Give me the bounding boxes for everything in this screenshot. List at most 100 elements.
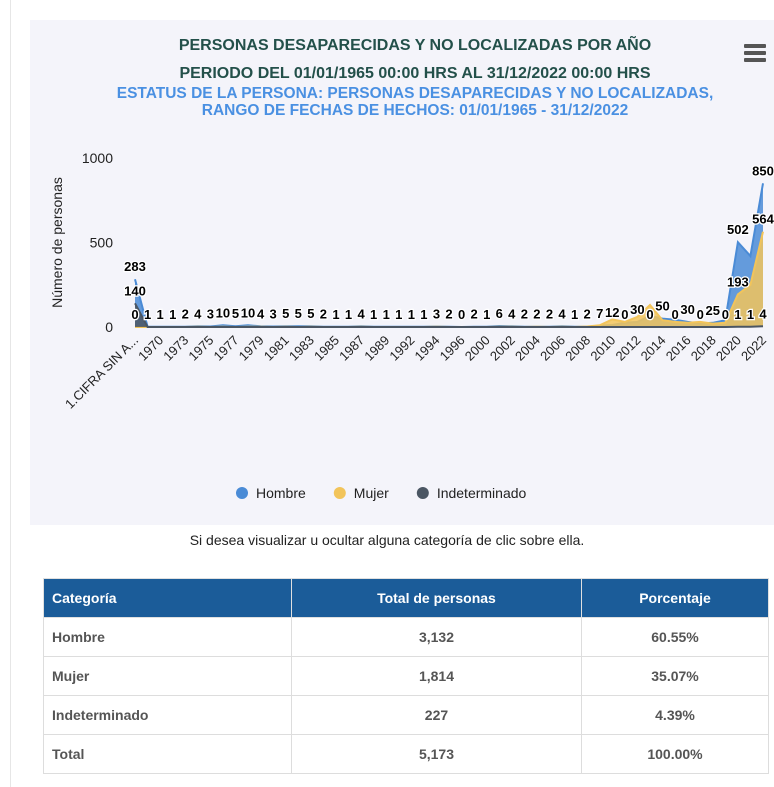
x-tick-label: 2008 (562, 333, 593, 364)
summary-table: Categoría Total de personas Porcentaje Homb… (43, 578, 770, 774)
legend-swatch (236, 487, 248, 499)
data-label: 5 (295, 306, 302, 321)
legend-item[interactable]: Indeterminado (416, 485, 527, 501)
x-tick-label: 1989 (361, 333, 392, 364)
data-label: 4 (357, 306, 365, 321)
data-label: 2 (533, 307, 540, 322)
data-label: 502 (727, 222, 749, 237)
data-label: 5 (307, 306, 314, 321)
data-label: 140 (124, 283, 146, 298)
data-label: 4 (194, 306, 202, 321)
table-cell: 1,814 (290, 656, 582, 696)
data-label: 1 (332, 307, 339, 322)
data-label: 1 (383, 307, 390, 322)
data-label: 50 (655, 299, 669, 314)
x-tick-label: 1996 (437, 333, 468, 364)
data-label: 3 (207, 306, 214, 321)
x-tick-label: 1970 (135, 333, 166, 364)
chart-title: PERSONAS DESAPARECIDAS Y NO LOCALIZADAS … (178, 37, 652, 54)
data-label: 25 (706, 303, 720, 318)
table-cell: 4.39% (580, 695, 770, 735)
data-label: 193 (727, 274, 749, 289)
legend-swatch (333, 487, 346, 499)
data-label: 2 (320, 307, 327, 322)
data-label: 2 (471, 307, 478, 322)
data-label: 6 (496, 306, 503, 321)
x-tick-label: 2016 (663, 333, 694, 364)
data-label: 1 (734, 307, 741, 322)
table-cell: 35.07% (580, 656, 770, 696)
x-tick-label: 1975 (185, 333, 216, 364)
table-row: Total 5,173 100.00% (43, 734, 770, 774)
x-tick-label: 1.CIFRA SIN A... (62, 333, 141, 412)
data-label: 1 (144, 307, 151, 322)
legend-label: Indeterminado (437, 485, 527, 501)
chart-subtitle: PERIODO DEL 01/01/1965 00:00 HRS AL 31/1… (179, 65, 651, 82)
data-label: 4 (508, 306, 516, 321)
data-label: 5 (232, 306, 239, 321)
data-label: 10 (216, 305, 230, 320)
header-cell: Total de personas (290, 578, 582, 618)
legend-swatch (416, 487, 429, 499)
x-tick-label: 2012 (612, 333, 643, 364)
area-line (134, 302, 764, 328)
data-label: 1 (420, 307, 427, 322)
x-tick-label: 2000 (462, 333, 493, 364)
table-cell: Mujer (43, 656, 292, 696)
data-label: 5 (282, 306, 289, 321)
x-tick-label: 2010 (587, 333, 618, 364)
data-label: 0 (697, 307, 704, 322)
table-cell: 227 (290, 695, 582, 735)
x-tick-label: 2006 (537, 333, 568, 364)
x-tick-label: 1994 (412, 333, 443, 364)
legend-item[interactable]: Hombre (236, 485, 306, 501)
chart-subtitle: ESTATUS DE LA PERSONA: PERSONAS DESAPARE… (116, 85, 714, 119)
table-row: Indeterminado 227 4.39% (43, 695, 770, 735)
x-tick-label: 2022 (738, 333, 769, 364)
data-label: 2 (546, 307, 553, 322)
legend-item[interactable]: Mujer (333, 485, 389, 501)
menu-button[interactable] (744, 44, 766, 62)
data-label: 1 (169, 307, 176, 322)
legend-label: Mujer (354, 485, 389, 501)
data-label: 12 (605, 305, 619, 320)
legend-label: Hombre (256, 485, 306, 501)
x-tick-label: 1987 (336, 333, 367, 364)
table-cell: 60.55% (580, 617, 770, 657)
data-label: 1 (408, 307, 415, 322)
table-cell: Indeterminado (43, 695, 292, 735)
x-tick-label: 2004 (512, 333, 543, 364)
x-tick-label: 1977 (211, 333, 242, 364)
data-label: 7 (596, 306, 603, 321)
header-cell: Categoría (43, 578, 292, 618)
data-label: 0 (646, 307, 653, 322)
data-label: 1 (157, 307, 164, 322)
data-label: 4 (257, 306, 265, 321)
data-label: 850 (752, 163, 774, 178)
data-label: 4 (759, 306, 767, 321)
data-label: 2 (445, 307, 452, 322)
data-label: 2 (182, 307, 189, 322)
data-label: 0 (131, 307, 138, 322)
table-cell: Hombre (43, 617, 292, 657)
data-label: 2 (584, 307, 591, 322)
data-label: 1 (571, 307, 578, 322)
table-cell: 5,173 (290, 734, 582, 774)
data-label: 1 (395, 307, 402, 322)
table-row: Mujer 1,814 35.07% (43, 656, 770, 696)
x-tick-label: 1992 (386, 333, 417, 364)
x-tick-label: 1983 (286, 333, 317, 364)
data-label: 10 (241, 305, 255, 320)
data-label: 0 (458, 307, 465, 322)
data-label: 30 (630, 302, 644, 317)
data-label: 4 (558, 306, 566, 321)
data-label: 1 (483, 307, 490, 322)
header-cell: Porcentaje (580, 578, 770, 618)
data-label: 1 (370, 307, 377, 322)
data-label: 0 (671, 307, 678, 322)
chart-panel: PERSONAS DESAPARECIDAS Y NO LOCALIZADAS … (30, 20, 774, 525)
x-tick-label: 2020 (713, 333, 744, 364)
table-cell: Total (43, 734, 292, 774)
